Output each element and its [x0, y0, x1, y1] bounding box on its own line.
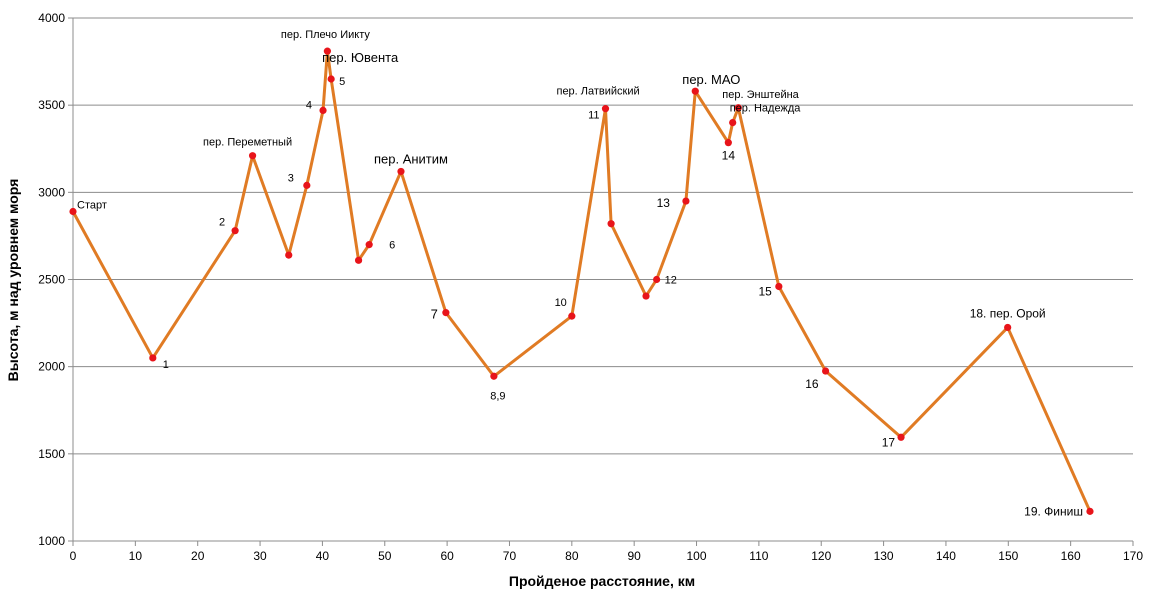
data-point: [231, 227, 239, 235]
data-point: [442, 309, 450, 317]
axes: [68, 17, 1134, 546]
point-label: 17: [882, 435, 896, 449]
gridlines: [73, 17, 1133, 455]
point-label: 8,9: [490, 390, 505, 402]
point-label: 19. Финиш: [1024, 504, 1083, 518]
y-tick-label: 1500: [38, 447, 65, 461]
data-point: [149, 354, 157, 362]
point-label: 3: [288, 172, 294, 184]
data-point: [682, 197, 690, 205]
data-point: [724, 139, 732, 147]
data-point: [303, 181, 311, 189]
data-point: [319, 106, 327, 114]
x-tick-label: 170: [1123, 549, 1143, 563]
data-point: [568, 312, 576, 320]
point-label: 4: [306, 99, 312, 111]
data-point: [323, 47, 331, 55]
data-point: [354, 256, 363, 264]
annotation-label: пер. Ювента: [322, 50, 399, 65]
data-point: [822, 367, 830, 375]
data-point: [248, 152, 257, 160]
data-point: [775, 282, 783, 291]
x-tick-label: 30: [253, 549, 267, 563]
point-label: 13: [657, 196, 671, 210]
data-point: [397, 167, 405, 176]
annotation-label: пер. Латвийский: [556, 86, 639, 98]
point-label: 18. пер. Орой: [970, 306, 1046, 320]
data-point: [285, 251, 293, 259]
x-tick-label: 100: [687, 549, 707, 563]
point-label: 2: [219, 217, 225, 229]
x-tick-label: 10: [129, 549, 143, 563]
point-label: 11: [588, 110, 599, 122]
x-tick-label: 80: [565, 549, 579, 563]
point-label: 6: [389, 240, 395, 252]
x-tick-label: 140: [936, 549, 956, 563]
elevation-line: [71, 49, 1092, 512]
x-tick-label: 70: [503, 549, 517, 563]
point-label: 7: [431, 307, 438, 322]
data-point: [1086, 507, 1094, 515]
y-tick-label: 3500: [38, 98, 65, 112]
x-tick-label: 150: [998, 549, 1018, 563]
x-tick-label: 40: [316, 549, 330, 563]
point-label: 15: [758, 284, 772, 298]
x-tick-label: 90: [627, 549, 641, 563]
y-tick-label: 1000: [38, 534, 65, 548]
data-point: [601, 105, 610, 113]
point-label: Старт: [77, 200, 107, 212]
data-point: [365, 241, 373, 249]
point-label: пер. Энштейна: [722, 89, 799, 101]
y-axis-title: Высота, м над уровнем моря: [5, 179, 21, 382]
point-label: пер. МАО: [682, 72, 740, 87]
data-point: [653, 275, 661, 284]
data-point: [691, 87, 699, 95]
y-tick-label: 2000: [38, 360, 65, 374]
data-point: [1004, 323, 1012, 332]
point-label: 5: [339, 76, 345, 88]
tick-labels: 1000 1500 2000 2500 3000 3500 4000 0 10 20 30 40 50 6…: [38, 11, 1143, 563]
data-point: [69, 207, 77, 216]
data-point: [642, 292, 650, 300]
x-tick-label: 20: [191, 549, 205, 563]
x-tick-label: 50: [378, 549, 392, 563]
point-label: 16: [805, 377, 819, 391]
x-tick-label: 160: [1061, 549, 1081, 563]
y-tick-label: 3000: [38, 185, 65, 199]
point-label: 12: [665, 275, 677, 287]
point-label: 10: [555, 297, 567, 309]
data-point: [327, 75, 335, 83]
y-tick-label: 4000: [38, 11, 65, 25]
point-label: 14: [722, 149, 736, 163]
data-point: [729, 119, 737, 127]
point-label: пер. Плечо Иикту: [281, 29, 370, 41]
x-tick-label: 0: [70, 549, 77, 563]
data-point: [490, 372, 498, 380]
y-tick-label: 2500: [38, 273, 65, 287]
x-tick-label: 60: [440, 549, 454, 563]
annotation-label: пер. Надежда: [730, 103, 802, 115]
point-label: пер. Переметный: [203, 137, 292, 149]
x-tick-label: 130: [874, 549, 894, 563]
data-point: [607, 220, 615, 228]
x-axis-title: Пройденое расстояние, км: [509, 573, 695, 589]
point-label: пер. Анитим: [374, 151, 448, 166]
data-points: [69, 47, 1094, 515]
x-tick-label: 110: [749, 549, 768, 563]
x-tick-label: 120: [811, 549, 831, 563]
data-point: [734, 104, 742, 112]
point-label: 1: [163, 359, 169, 371]
data-point: [897, 433, 905, 441]
